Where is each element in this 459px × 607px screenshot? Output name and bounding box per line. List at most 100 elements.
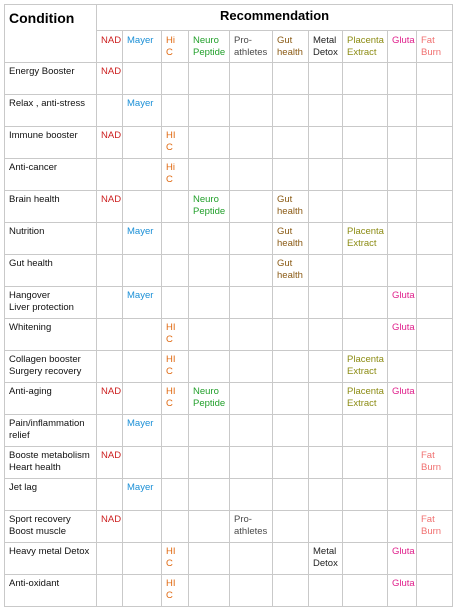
- condition-cell: Jet lag: [4, 478, 97, 511]
- cell-mayer: [122, 126, 162, 159]
- table-row: Sport recovery Boost muscle NAD Pro- athle…: [4, 510, 454, 543]
- condition-cell: Hangover Liver protection: [4, 286, 97, 319]
- cell-placenta: [342, 286, 388, 319]
- cell-hic: HI C: [161, 126, 189, 159]
- cell-mayer: [122, 190, 162, 223]
- cell-gut: [272, 126, 309, 159]
- cell-fat: [415, 350, 454, 383]
- cell-fat: [415, 318, 454, 351]
- cell-hic: [161, 286, 189, 319]
- condition-cell: Pain/inflammation relief: [4, 414, 97, 447]
- cell-placenta: [342, 254, 388, 287]
- cell-hic: [161, 254, 189, 287]
- table-row: Whitening HI C Gluta: [4, 318, 454, 351]
- cell-gut: [272, 62, 309, 95]
- cell-gut: Gut health: [272, 222, 309, 255]
- cell-metal: [308, 254, 343, 287]
- cell-placenta: [342, 446, 388, 479]
- column-header-fat: Fat Burn: [415, 30, 454, 63]
- condition-cell: Anti-oxidant: [4, 574, 97, 607]
- cell-gut: [272, 510, 309, 543]
- cell-pro: [229, 446, 273, 479]
- cell-fat: Fat Burn: [415, 510, 454, 543]
- cell-pro: [229, 350, 273, 383]
- table-row: Immune booster NAD HI C: [4, 126, 454, 159]
- cell-nad: [96, 318, 123, 351]
- column-header-gut: Gut health: [272, 30, 309, 63]
- cell-pro: [229, 222, 273, 255]
- cell-gluta: Gluta: [387, 286, 417, 319]
- column-header-placenta: Placenta Extract: [342, 30, 388, 63]
- cell-gut: [272, 414, 309, 447]
- cell-neuro: [188, 350, 230, 383]
- cell-nad: NAD: [96, 126, 123, 159]
- cell-nad: [96, 94, 123, 127]
- cell-nad: [96, 542, 123, 575]
- cell-pro: [229, 478, 273, 511]
- cell-neuro: Neuro Peptide: [188, 382, 230, 415]
- cell-neuro: [188, 126, 230, 159]
- cell-neuro: [188, 62, 230, 95]
- table-row: Brain health NAD Neuro Peptide Gut health: [4, 190, 454, 223]
- cell-hic: HI C: [161, 382, 189, 415]
- cell-gluta: [387, 510, 417, 543]
- cell-nad: NAD: [96, 382, 123, 415]
- condition-cell: Anti-aging: [4, 382, 97, 415]
- cell-neuro: [188, 478, 230, 511]
- cell-gut: [272, 446, 309, 479]
- cell-gut: [272, 574, 309, 607]
- cell-gut: [272, 158, 309, 191]
- condition-cell: Relax , anti-stress: [4, 94, 97, 127]
- cell-metal: [308, 414, 343, 447]
- cell-hic: HI C: [161, 350, 189, 383]
- column-header-hic: Hi C: [161, 30, 189, 63]
- cell-gut: [272, 382, 309, 415]
- cell-mayer: [122, 382, 162, 415]
- cell-neuro: Neuro Peptide: [188, 190, 230, 223]
- column-header-neuro: Neuro Peptide: [188, 30, 230, 63]
- column-header-mayer: Mayer: [122, 30, 162, 63]
- cell-nad: [96, 158, 123, 191]
- cell-mayer: [122, 510, 162, 543]
- cell-metal: [308, 510, 343, 543]
- cell-mayer: [122, 350, 162, 383]
- column-header-metal: Metal Detox: [308, 30, 343, 63]
- cell-pro: [229, 126, 273, 159]
- cell-gut: [272, 478, 309, 511]
- column-header-pro: Pro- athletes: [229, 30, 273, 63]
- cell-gluta: [387, 446, 417, 479]
- table-row: Booste metabolism Heart health NAD Fat Bur…: [4, 446, 454, 479]
- table-row: Anti-oxidant HI C Gluta: [4, 574, 454, 607]
- cell-gluta: [387, 478, 417, 511]
- cell-pro: [229, 414, 273, 447]
- condition-cell: Booste metabolism Heart health: [4, 446, 97, 479]
- cell-gut: Gut health: [272, 254, 309, 287]
- cell-nad: [96, 222, 123, 255]
- cell-neuro: [188, 222, 230, 255]
- cell-hic: Hi C: [161, 158, 189, 191]
- cell-hic: [161, 478, 189, 511]
- cell-placenta: [342, 318, 388, 351]
- cell-placenta: Placenta Extract: [342, 382, 388, 415]
- cell-metal: [308, 382, 343, 415]
- cell-gut: [272, 318, 309, 351]
- cell-neuro: [188, 446, 230, 479]
- cell-metal: [308, 190, 343, 223]
- cell-pro: [229, 286, 273, 319]
- cell-neuro: [188, 510, 230, 543]
- column-header-nad: NAD: [96, 30, 123, 63]
- table-body: Energy Booster NAD Relax , anti-stress Maye…: [4, 62, 454, 607]
- recommendation-table: Condition Recommendation NAD Mayer Hi C Neu…: [4, 4, 454, 607]
- cell-nad: [96, 574, 123, 607]
- cell-mayer: [122, 542, 162, 575]
- table-row: Heavy metal Detox HI C Metal Detox Gluta: [4, 542, 454, 575]
- cell-placenta: Placenta Extract: [342, 350, 388, 383]
- condition-cell: Immune booster: [4, 126, 97, 159]
- cell-nad: [96, 478, 123, 511]
- cell-pro: [229, 62, 273, 95]
- cell-hic: [161, 94, 189, 127]
- table-row: Nutrition Mayer Gut health Placenta Extract: [4, 222, 454, 255]
- cell-hic: [161, 414, 189, 447]
- condition-cell: Nutrition: [4, 222, 97, 255]
- cell-hic: HI C: [161, 318, 189, 351]
